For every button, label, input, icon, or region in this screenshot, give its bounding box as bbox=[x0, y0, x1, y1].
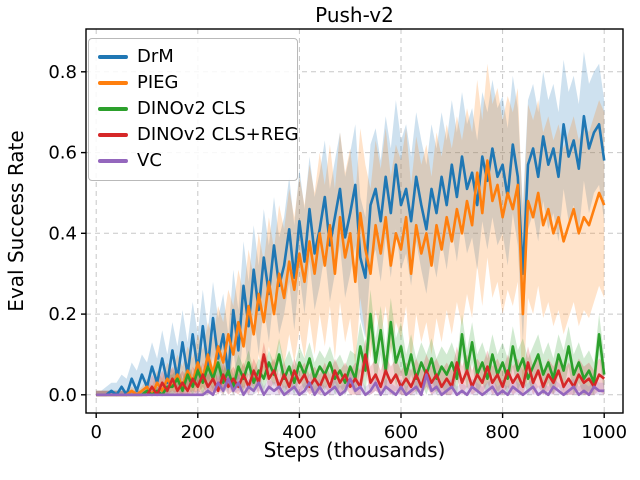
x-axis-label: Steps (thousands) bbox=[263, 438, 446, 462]
legend-item-pieg: PIEG bbox=[89, 70, 297, 96]
y-tick-label: 0.2 bbox=[48, 304, 77, 325]
line-pieg bbox=[96, 159, 606, 397]
line-vc bbox=[96, 373, 605, 397]
legend-item-drm: DrM bbox=[89, 44, 297, 70]
band-pieg bbox=[96, 63, 605, 395]
legend-label: DrM bbox=[137, 46, 174, 67]
x-tick-label: 0 bbox=[90, 422, 101, 443]
band-drm bbox=[96, 51, 605, 395]
x-tick-label: 800 bbox=[485, 422, 519, 443]
x-tick-label: 200 bbox=[181, 422, 215, 443]
legend-item-vc: VC bbox=[89, 148, 297, 174]
x-tick-label: 1000 bbox=[581, 422, 627, 443]
line-dinov2-cls-reg bbox=[96, 353, 606, 397]
legend-line-sample bbox=[98, 133, 128, 137]
y-tick-label: 0.8 bbox=[48, 62, 77, 83]
legend-item-dinov2-cls-reg: DINOv2 CLS+REG bbox=[89, 122, 299, 148]
chart-title: Push-v2 bbox=[315, 3, 394, 27]
legend-line-sample bbox=[98, 107, 128, 111]
legend-line-sample bbox=[98, 81, 128, 85]
legend-label: VC bbox=[137, 150, 162, 171]
axes-frame bbox=[85, 28, 624, 414]
y-tick-label: 0.6 bbox=[48, 143, 77, 164]
y-tick-label: 0.4 bbox=[48, 223, 77, 244]
x-tick-label: 600 bbox=[384, 422, 418, 443]
legend-label: DINOv2 CLS bbox=[137, 98, 246, 119]
y-tick-label: 0.0 bbox=[48, 385, 77, 406]
legend: DrM PIEG DINOv2 CLS DINOv2 CLS+REG VC bbox=[88, 38, 299, 181]
x-tick-label: 400 bbox=[282, 422, 316, 443]
legend-item-dinov2-cls: DINOv2 CLS bbox=[89, 96, 297, 122]
legend-label: DINOv2 CLS+REG bbox=[137, 124, 299, 145]
legend-line-sample bbox=[98, 159, 128, 163]
legend-line-sample bbox=[98, 55, 128, 59]
legend-label: PIEG bbox=[137, 72, 179, 93]
